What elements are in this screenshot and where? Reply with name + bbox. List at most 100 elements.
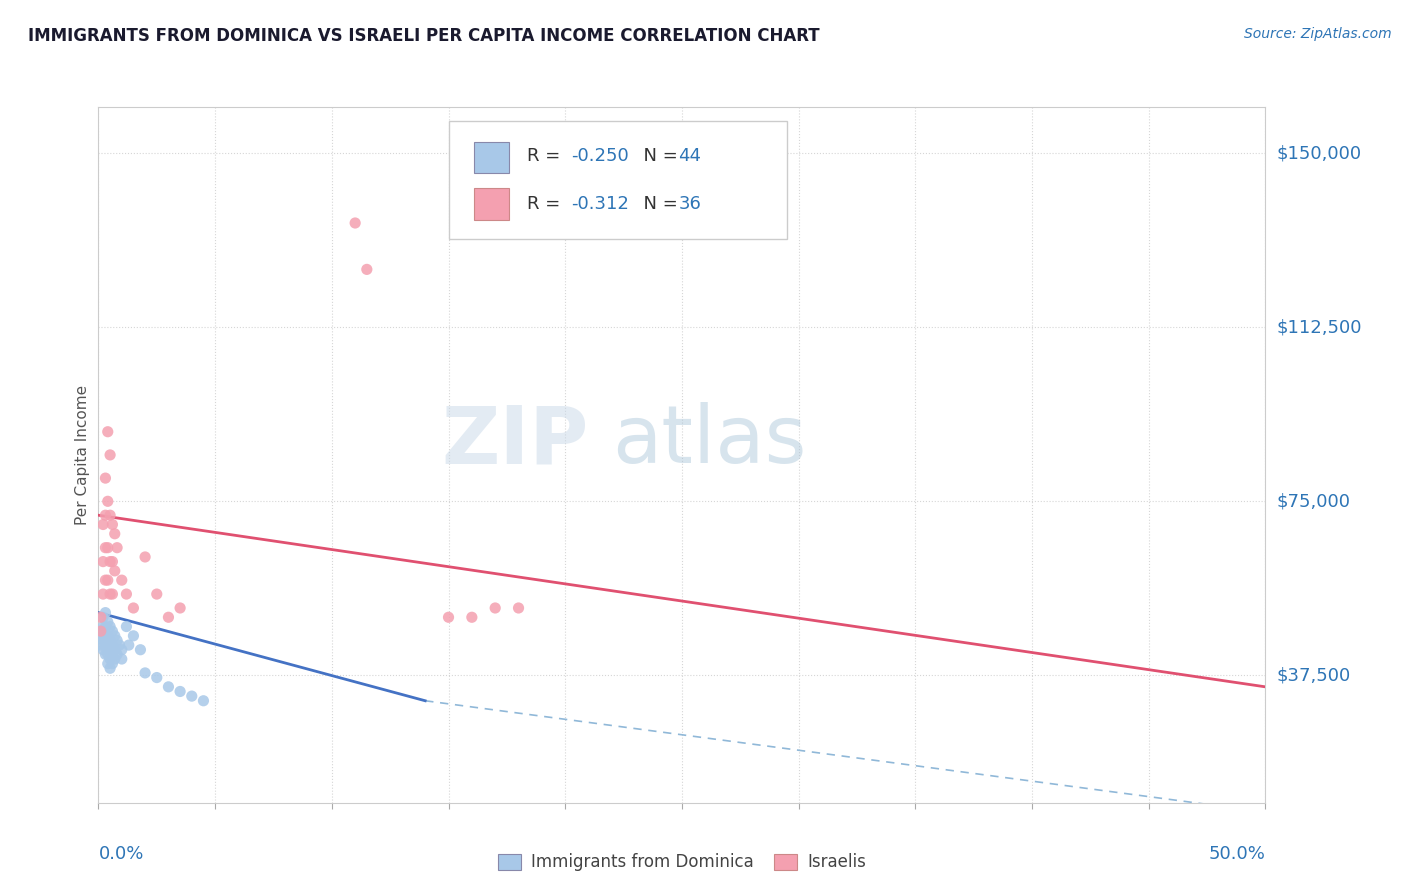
Point <box>94 541 117 555</box>
Point <box>104 564 127 578</box>
Text: $112,500: $112,500 <box>1277 318 1362 336</box>
Point <box>90 624 112 639</box>
Point <box>98 555 121 569</box>
Point <box>484 601 506 615</box>
Point <box>101 517 124 532</box>
Point <box>344 216 367 230</box>
Text: 36: 36 <box>679 195 702 213</box>
Point <box>146 671 169 685</box>
Point <box>97 648 120 662</box>
Point <box>146 587 169 601</box>
Text: $75,000: $75,000 <box>1277 492 1351 510</box>
Point <box>90 638 112 652</box>
Point <box>122 601 145 615</box>
Text: R =: R = <box>527 147 565 165</box>
FancyBboxPatch shape <box>474 142 509 173</box>
Point <box>134 665 156 680</box>
Point <box>97 615 120 629</box>
Point <box>94 648 117 662</box>
Text: N =: N = <box>631 147 683 165</box>
Point <box>98 661 121 675</box>
Point <box>111 652 134 666</box>
Point <box>157 680 180 694</box>
Text: 44: 44 <box>679 147 702 165</box>
Text: 50.0%: 50.0% <box>1209 845 1265 863</box>
Point <box>98 652 121 666</box>
Point <box>91 517 114 532</box>
Point <box>91 587 114 601</box>
Point <box>91 629 114 643</box>
Point <box>98 633 121 648</box>
Point <box>98 642 121 657</box>
Point <box>101 624 124 639</box>
Legend: Immigrants from Dominica, Israelis: Immigrants from Dominica, Israelis <box>491 847 873 878</box>
Point <box>94 619 117 633</box>
Text: Source: ZipAtlas.com: Source: ZipAtlas.com <box>1244 27 1392 41</box>
Text: ZIP: ZIP <box>441 402 589 480</box>
Point <box>461 610 484 624</box>
Point <box>105 541 128 555</box>
Point <box>101 657 124 671</box>
Point <box>94 629 117 643</box>
Point <box>193 694 215 708</box>
Point <box>97 638 120 652</box>
Point <box>104 629 127 643</box>
Point <box>94 606 117 620</box>
Point <box>94 573 117 587</box>
Point <box>129 642 152 657</box>
Point <box>134 549 156 564</box>
Point <box>97 425 120 439</box>
Point <box>104 642 127 657</box>
Point <box>98 448 121 462</box>
Point <box>101 648 124 662</box>
Point <box>122 629 145 643</box>
FancyBboxPatch shape <box>449 121 787 239</box>
Text: atlas: atlas <box>612 402 806 480</box>
Point <box>105 633 128 648</box>
Text: -0.312: -0.312 <box>571 195 628 213</box>
Point <box>98 508 121 523</box>
Point <box>101 555 124 569</box>
Point <box>97 573 120 587</box>
Point <box>115 587 138 601</box>
Point <box>91 633 114 648</box>
Text: N =: N = <box>631 195 683 213</box>
Point <box>91 642 114 657</box>
Text: R =: R = <box>527 195 565 213</box>
Point <box>169 601 191 615</box>
Text: 0.0%: 0.0% <box>98 845 143 863</box>
Point <box>111 573 134 587</box>
Point <box>94 471 117 485</box>
Point <box>104 526 127 541</box>
Point <box>105 648 128 662</box>
Point <box>356 262 378 277</box>
Point <box>98 587 121 601</box>
Point <box>101 587 124 601</box>
Text: -0.250: -0.250 <box>571 147 628 165</box>
Point <box>169 684 191 698</box>
Point <box>508 601 530 615</box>
Text: $150,000: $150,000 <box>1277 145 1361 162</box>
Point <box>108 638 131 652</box>
Point <box>94 638 117 652</box>
Point <box>101 638 124 652</box>
Point <box>91 610 114 624</box>
Point <box>437 610 460 624</box>
Point <box>90 624 112 639</box>
Point <box>94 508 117 523</box>
Text: $37,500: $37,500 <box>1277 666 1351 684</box>
Point <box>97 494 120 508</box>
FancyBboxPatch shape <box>474 188 509 219</box>
Point <box>97 541 120 555</box>
Text: IMMIGRANTS FROM DOMINICA VS ISRAELI PER CAPITA INCOME CORRELATION CHART: IMMIGRANTS FROM DOMINICA VS ISRAELI PER … <box>28 27 820 45</box>
Point <box>115 619 138 633</box>
Point <box>118 638 141 652</box>
Point <box>91 619 114 633</box>
Point <box>98 619 121 633</box>
Point <box>97 657 120 671</box>
Point <box>157 610 180 624</box>
Y-axis label: Per Capita Income: Per Capita Income <box>75 384 90 525</box>
Point <box>91 555 114 569</box>
Point <box>180 689 202 703</box>
Point <box>104 652 127 666</box>
